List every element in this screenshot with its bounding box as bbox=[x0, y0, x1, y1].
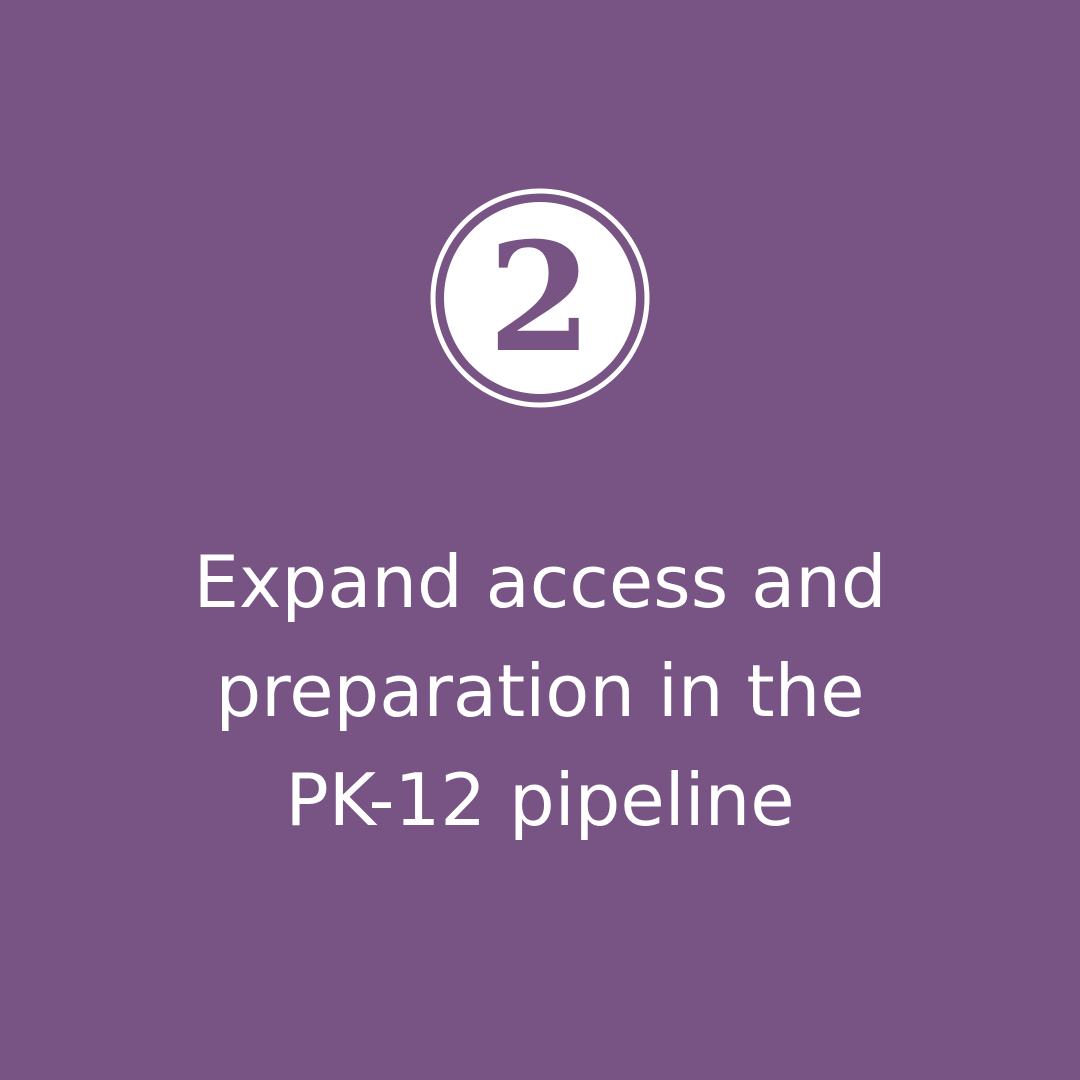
headline-line-2: preparation in the bbox=[215, 649, 865, 733]
headline-line-3: PK-12 pipeline bbox=[285, 758, 795, 842]
number-badge: 2 bbox=[430, 188, 650, 408]
goal-headline: Expand access and preparation in the PK-… bbox=[90, 528, 990, 855]
number-two-badge-icon: 2 bbox=[430, 188, 650, 408]
badge-numeral: 2 bbox=[488, 210, 592, 386]
headline-line-1: Expand access and bbox=[193, 540, 887, 624]
